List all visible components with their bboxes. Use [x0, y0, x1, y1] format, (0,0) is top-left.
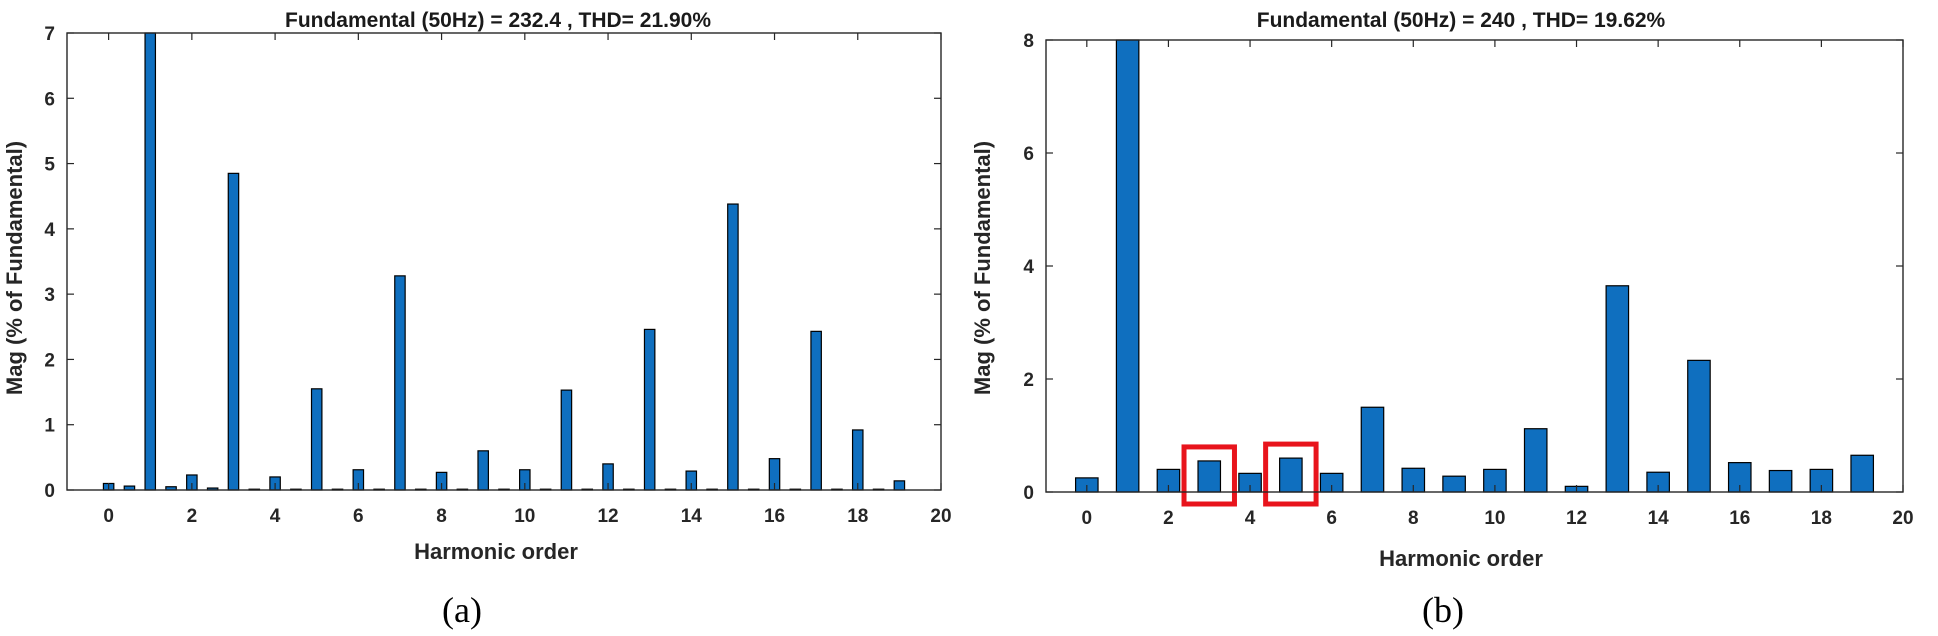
panel-b-bar-h1 [1115, 39, 1140, 493]
panel-a-bar-h9 [477, 450, 489, 491]
panel-b-bar-h17 [1768, 469, 1793, 493]
panel-b-xtick-label: 10 [1484, 508, 1505, 529]
panel-a-xtick-label: 14 [681, 506, 703, 527]
panel-a-ytick-label: 1 [44, 416, 55, 437]
panel-b-xtick-label: 0 [1082, 508, 1093, 529]
panel-b-bar-h19 [1850, 454, 1875, 493]
panel-b-xtick-label: 12 [1566, 508, 1587, 529]
panel-b-xtick-label: 18 [1811, 508, 1832, 529]
panel-a-bar-h18 [851, 429, 864, 491]
panel-a-title: Fundamental (50Hz) = 232.4 , THD= 21.90% [285, 9, 711, 32]
panel-a-ytick-label: 3 [44, 285, 55, 306]
panel-a-bar-h1 [144, 32, 157, 491]
panel-a-xtick-label: 12 [597, 506, 618, 527]
panel-b-bar-h11 [1523, 428, 1548, 493]
panel-b-caption: (b) [1422, 590, 1464, 630]
panel-a-ytick-label: 4 [44, 220, 55, 241]
panel-a-ytick-label: 0 [44, 481, 55, 502]
panel-b-ytick-label: 0 [1023, 483, 1034, 504]
panel-b-bar-h9 [1442, 475, 1466, 493]
panel-b-xtick-label: 6 [1326, 508, 1337, 529]
panel-b-ytick-label: 6 [1023, 144, 1034, 165]
panel-b-ytick-label: 4 [1023, 257, 1034, 278]
panel-a-bar-h19 [893, 480, 906, 491]
panel-b-ylabel: Mag (% of Fundamental) [970, 141, 995, 395]
panel-a-xtick-label: 16 [764, 506, 785, 527]
panel-a-bar-h3 [227, 172, 240, 491]
panel-a-xlabel: Harmonic order [414, 539, 578, 564]
panel-a-bar-h17 [810, 330, 822, 491]
panel-b-title: Fundamental (50Hz) = 240 , THD= 19.62% [1257, 9, 1666, 32]
panel-a-bar-h15 [727, 203, 739, 491]
panel-b-ytick-label: 2 [1023, 370, 1034, 391]
panel-b-bar-h3 [1197, 460, 1222, 493]
panel-a-xtick-label: 2 [187, 506, 198, 527]
panel-a-ytick-label: 5 [44, 155, 55, 176]
panel-b-bar-h5 [1279, 457, 1303, 493]
panel-a-chart: Fundamental (50Hz) = 232.4 , THD= 21.90%… [2, 9, 952, 630]
panel-b-xtick-label: 2 [1163, 508, 1174, 529]
panel-b-highlight-box-h3 [1181, 444, 1237, 507]
panel-b-highlight-box-h5 [1263, 441, 1319, 507]
panel-a-ytick-label: 7 [44, 24, 55, 45]
panel-a-bar-h11 [560, 389, 573, 491]
panel-b-bar-h15 [1687, 359, 1711, 493]
panel-a-ylabel: Mag (% of Fundamental) [2, 141, 27, 395]
panel-a-xtick-label: 20 [930, 506, 951, 527]
panel-a-xtick-label: 0 [103, 506, 114, 527]
panel-a-ytick-label: 2 [44, 350, 55, 371]
panel-b-chart: Fundamental (50Hz) = 240 , THD= 19.62% M… [970, 9, 1914, 630]
panel-a-caption: (a) [442, 590, 482, 630]
panel-b-xtick-label: 8 [1408, 508, 1419, 529]
panel-a-ytick-label: 6 [44, 89, 55, 110]
panel-b-bar-h7 [1360, 406, 1385, 493]
panel-b-xtick-label: 16 [1729, 508, 1750, 529]
panel-a-xtick-label: 8 [436, 506, 447, 527]
panel-a-axes-frame [66, 32, 942, 491]
panel-b-xtick-label: 20 [1892, 508, 1913, 529]
panel-a-bar-h13 [643, 328, 656, 491]
panel-b-xtick-label: 14 [1648, 508, 1670, 529]
panel-b-axes-frame [1045, 39, 1904, 493]
panel-a-xtick-label: 6 [353, 506, 364, 527]
panel-b-xlabel: Harmonic order [1379, 546, 1543, 571]
panel-a-xtick-label: 18 [847, 506, 868, 527]
panel-b-bar-h13 [1605, 285, 1630, 493]
panel-b-ytick-label: 8 [1023, 31, 1034, 52]
panel-a-xtick-label: 4 [270, 506, 281, 527]
panel-a-xtick-label: 10 [514, 506, 535, 527]
panel-b-xtick-label: 4 [1245, 508, 1256, 529]
panel-a-bar-h7 [394, 275, 406, 491]
panel-a-bar-h5 [310, 388, 323, 491]
